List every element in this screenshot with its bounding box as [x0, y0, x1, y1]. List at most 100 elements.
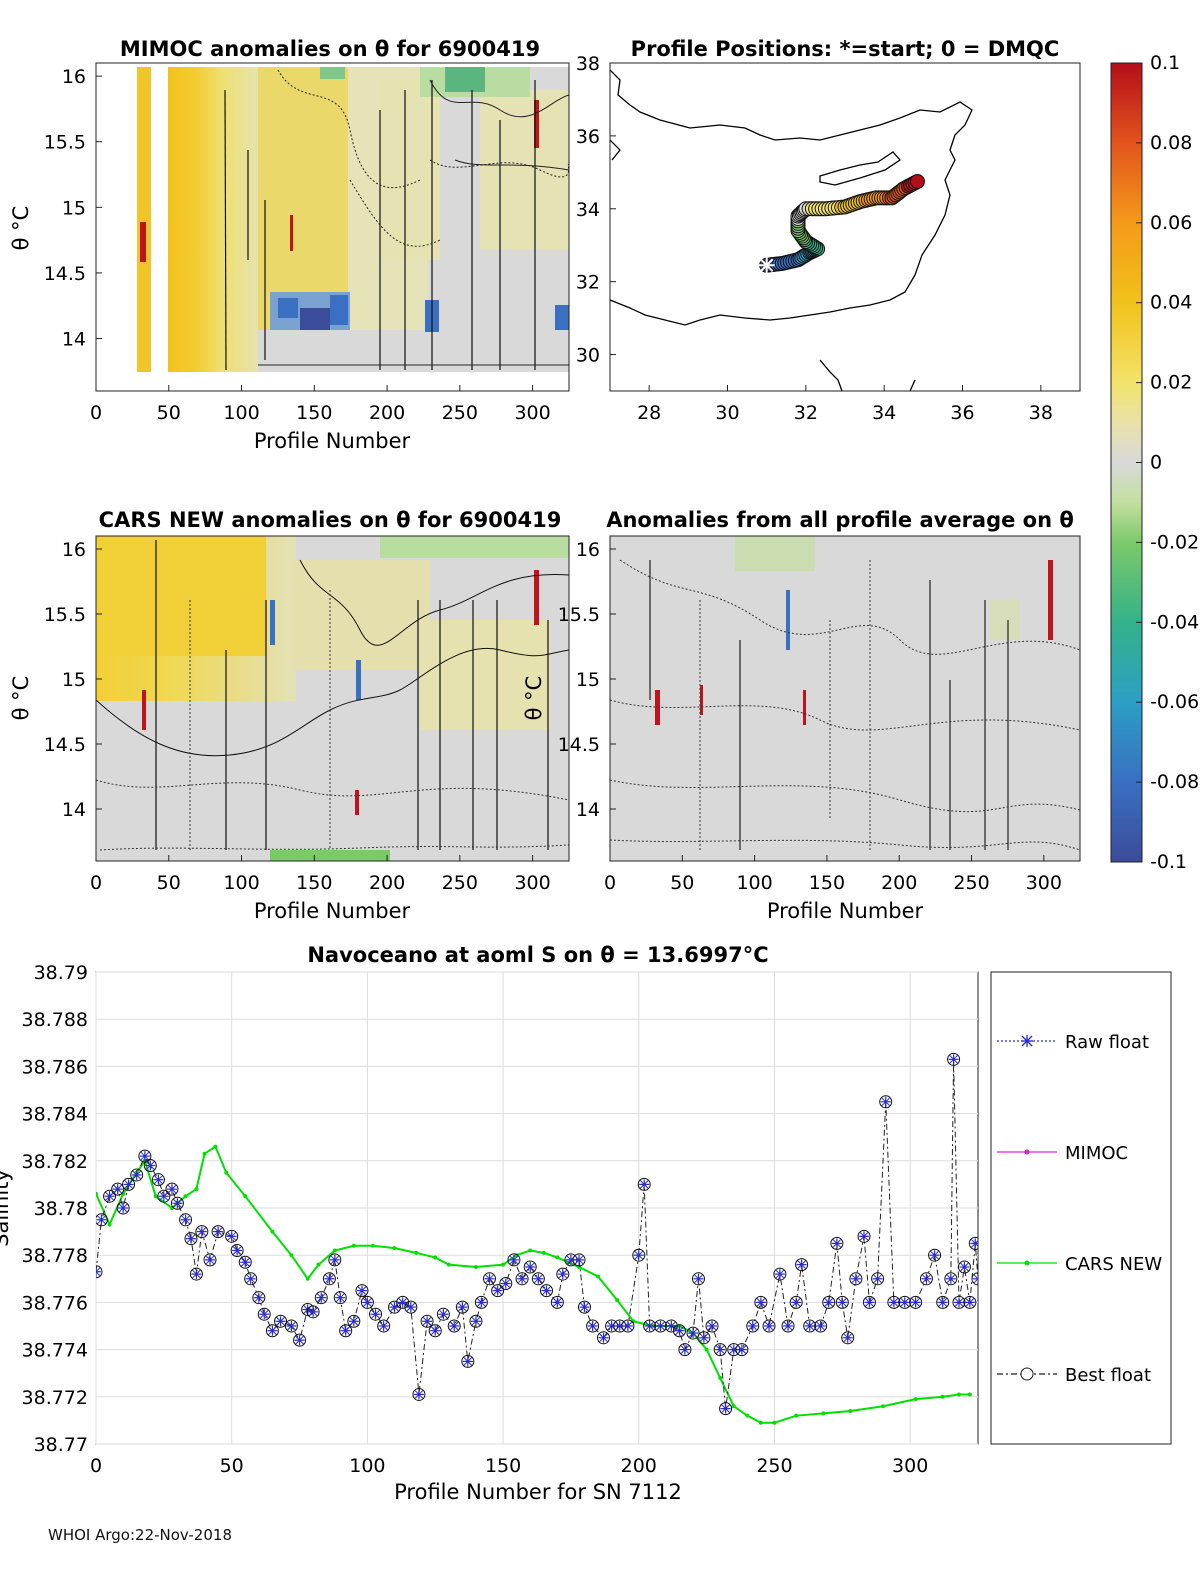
raw-float-star-d2 — [797, 1260, 806, 1269]
raw-float-star-d2 — [946, 1274, 956, 1284]
best-float-circle — [841, 1331, 855, 1345]
y-tick-label: 14.5 — [44, 734, 86, 756]
best-float-point — [944, 1272, 958, 1286]
best-float-circle — [664, 1319, 678, 1333]
raw-float-star-d2 — [791, 1298, 801, 1307]
cars-new-point — [940, 1394, 945, 1399]
cars-heatmap — [96, 536, 569, 861]
best-float-circle — [293, 1333, 307, 1347]
mimoc-y-ticks: 14 14.5 15 15.5 16 — [44, 66, 102, 351]
best-float-point — [898, 1295, 912, 1309]
raw-float-star-d2 — [316, 1293, 326, 1303]
raw-float-star-d2 — [737, 1345, 747, 1354]
raw-float-star-d2 — [889, 1298, 899, 1307]
colorbar-tick-label: -0.1 — [1150, 851, 1187, 873]
best-float-point — [746, 1319, 760, 1333]
best-float-circle — [754, 1295, 768, 1309]
best-float-point — [469, 1314, 483, 1328]
legend-item: Best float — [997, 1365, 1151, 1386]
best-float-circle — [369, 1307, 383, 1321]
best-float-circle — [577, 1300, 591, 1314]
raw-float-star-d1 — [973, 1274, 978, 1280]
colorbar-ticks: 0.1 0.08 0.06 0.04 0.02 0 -0.02 -0.04 -0.06 -0.08… — [1136, 52, 1199, 873]
best-float-point — [122, 1177, 136, 1191]
y-tick-label: 34 — [576, 199, 600, 221]
best-float-point — [879, 1095, 893, 1109]
raw-float-star-d2 — [154, 1175, 163, 1185]
y-tick-label: 38.776 — [22, 1292, 88, 1314]
cars-new-point — [153, 1194, 158, 1199]
best-float-point — [170, 1196, 184, 1210]
positions-title: Profile Positions: *=start; 0 = DMQC — [631, 37, 1060, 61]
cars-new-point — [718, 1375, 723, 1380]
best-float-point — [762, 1319, 776, 1333]
legend-label: CARS NEW — [1065, 1254, 1162, 1275]
legend-circle — [1020, 1367, 1034, 1381]
cars-new-point — [202, 1151, 207, 1156]
best-float-circle — [713, 1343, 727, 1357]
best-float-point — [795, 1258, 809, 1272]
colorbar-tick-label: 0.06 — [1150, 212, 1192, 234]
raw-float-star-d2 — [246, 1274, 256, 1284]
raw-float-star-d2 — [268, 1326, 277, 1336]
best-float-circle — [515, 1272, 529, 1286]
best-float-circle — [963, 1295, 977, 1309]
best-float-circle — [621, 1319, 635, 1333]
cars-new-point — [913, 1397, 918, 1402]
x-tick-label: 150 — [485, 1455, 521, 1477]
best-float-circle — [781, 1319, 795, 1333]
best-float-point — [968, 1236, 978, 1250]
best-float-circle — [746, 1319, 760, 1333]
best-float-point — [420, 1314, 434, 1328]
salinity-y-label: Salinity — [0, 1169, 13, 1247]
best-float-circle — [572, 1253, 586, 1267]
best-float-point — [781, 1319, 795, 1333]
x-tick-label: 300 — [892, 1455, 928, 1477]
y-tick-label: 38.77 — [34, 1434, 88, 1456]
best-float-circle — [436, 1307, 450, 1321]
best-float-circle — [455, 1300, 469, 1314]
best-float-point — [355, 1284, 369, 1298]
start-star-stroke — [759, 258, 774, 272]
best-float-point — [339, 1324, 353, 1338]
legend-label: Raw float — [1065, 1032, 1149, 1053]
best-float-point — [936, 1295, 950, 1309]
best-float-circle — [491, 1284, 505, 1298]
y-tick-label: 38.78 — [34, 1198, 88, 1220]
raw-float-star-d2 — [639, 1180, 649, 1189]
raw-float-star-d2 — [287, 1321, 296, 1331]
x-tick-label: 250 — [953, 872, 989, 894]
raw-float-star-d2 — [97, 1215, 106, 1225]
best-float-point — [347, 1314, 361, 1328]
best-float-point — [952, 1295, 966, 1309]
best-float-circle — [189, 1267, 203, 1281]
best-float-point — [909, 1295, 923, 1309]
x-tick-label: 50 — [157, 402, 181, 424]
raw-float-star-d2 — [371, 1309, 380, 1319]
best-float-point — [360, 1295, 374, 1309]
best-float-circle — [203, 1253, 217, 1267]
raw-float-star-d2 — [477, 1298, 486, 1307]
raw-float-star-d2 — [881, 1097, 891, 1107]
best-float-circle — [225, 1229, 239, 1243]
best-float-circle — [96, 1213, 108, 1227]
best-float-circle — [483, 1272, 497, 1286]
best-float-circle — [928, 1248, 942, 1262]
raw-float-star-d2 — [192, 1269, 201, 1279]
best-float-circle — [936, 1295, 950, 1309]
cars-new-point — [957, 1392, 962, 1397]
positions-y-ticks: 30 32 34 36 38 — [576, 53, 616, 367]
y-tick-label: 38.782 — [22, 1151, 88, 1173]
best-float-point — [474, 1295, 488, 1309]
y-tick-label: 14.5 — [558, 734, 600, 756]
best-float-line — [96, 1059, 978, 1409]
cars-new-point — [446, 1262, 451, 1267]
cars-new-point — [224, 1170, 229, 1175]
raw-float-star-d2 — [173, 1198, 182, 1208]
cars-new-point — [194, 1187, 199, 1192]
cars-new-point — [473, 1265, 478, 1269]
best-float-point — [265, 1324, 279, 1338]
best-float-point — [130, 1168, 144, 1182]
avg-heatmap — [610, 536, 1080, 861]
best-float-point — [404, 1300, 418, 1314]
